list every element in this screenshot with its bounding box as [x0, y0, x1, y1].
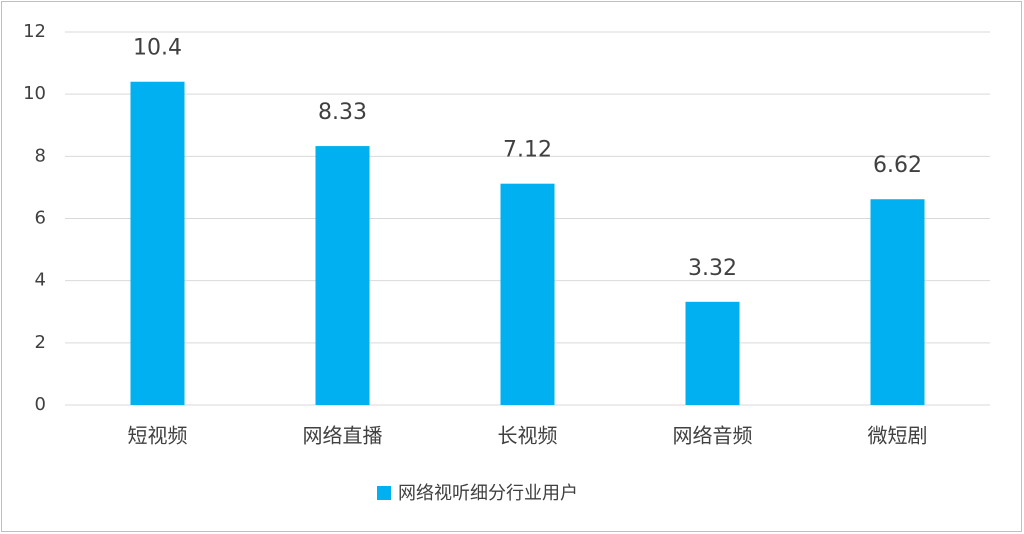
x-tick-label: 网络音频	[673, 424, 753, 448]
bar	[870, 199, 925, 405]
x-tick-label: 长视频	[498, 424, 558, 448]
data-label: 10.4	[133, 36, 182, 61]
y-tick-label: 0	[35, 394, 46, 415]
data-label: 7.12	[503, 138, 552, 163]
legend-label: 网络视听细分行业用户	[398, 483, 578, 504]
data-label: 8.33	[318, 100, 367, 125]
y-tick-label: 6	[35, 208, 46, 229]
data-label: 3.32	[688, 256, 737, 281]
y-tick-label: 12	[23, 21, 46, 42]
bar	[500, 183, 555, 405]
bar	[130, 81, 185, 405]
y-tick-label: 4	[35, 270, 46, 291]
legend-swatch	[377, 486, 391, 500]
x-tick-label: 微短剧	[868, 424, 928, 448]
data-label: 6.62	[873, 153, 922, 178]
y-tick-label: 8	[35, 145, 46, 166]
y-tick-label: 2	[35, 332, 46, 353]
y-tick-label: 10	[23, 83, 46, 104]
x-tick-label: 网络直播	[303, 424, 383, 448]
x-tick-label: 短视频	[128, 424, 188, 448]
bar	[685, 301, 740, 405]
bar	[315, 146, 370, 405]
